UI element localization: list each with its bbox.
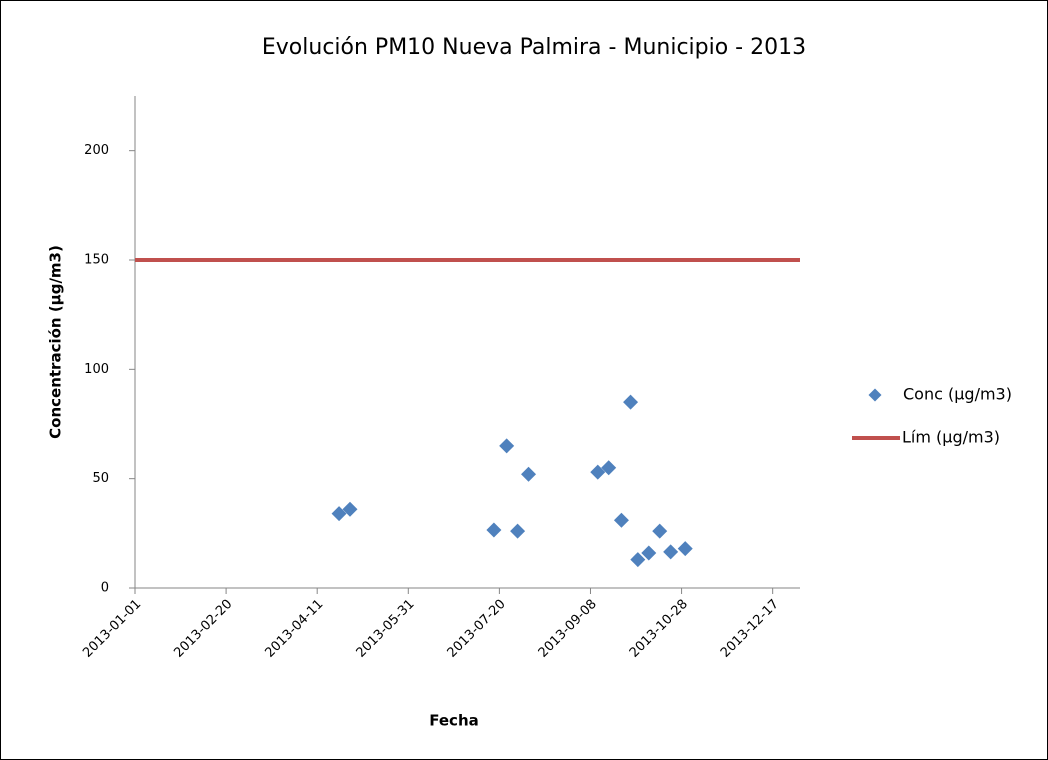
y-tick-label: 200 — [84, 143, 109, 158]
x-axis-title: Fecha — [429, 712, 479, 730]
point — [652, 523, 668, 539]
y-tick-label: 0 — [101, 581, 109, 596]
point — [677, 541, 693, 557]
point — [663, 544, 679, 560]
point — [613, 512, 629, 528]
point — [521, 466, 537, 482]
legend-label: Lím (µg/m3) — [902, 428, 1000, 447]
point — [486, 522, 502, 538]
point — [331, 506, 347, 522]
point — [510, 523, 526, 539]
point — [641, 545, 657, 561]
point — [623, 394, 639, 410]
y-tick-label: 50 — [92, 471, 109, 486]
legend-label: Conc (µg/m3) — [903, 385, 1012, 404]
y-tick-label: 100 — [84, 362, 109, 377]
legend-marker — [868, 388, 882, 402]
point — [590, 464, 606, 480]
y-tick-label: 150 — [84, 253, 109, 268]
point — [630, 552, 646, 568]
y-axis-title: Concentración (µg/m3) — [47, 245, 65, 439]
point — [342, 501, 358, 517]
point — [601, 460, 617, 476]
chart-title: Evolución PM10 Nueva Palmira - Municipio… — [262, 35, 806, 60]
point — [499, 438, 515, 454]
